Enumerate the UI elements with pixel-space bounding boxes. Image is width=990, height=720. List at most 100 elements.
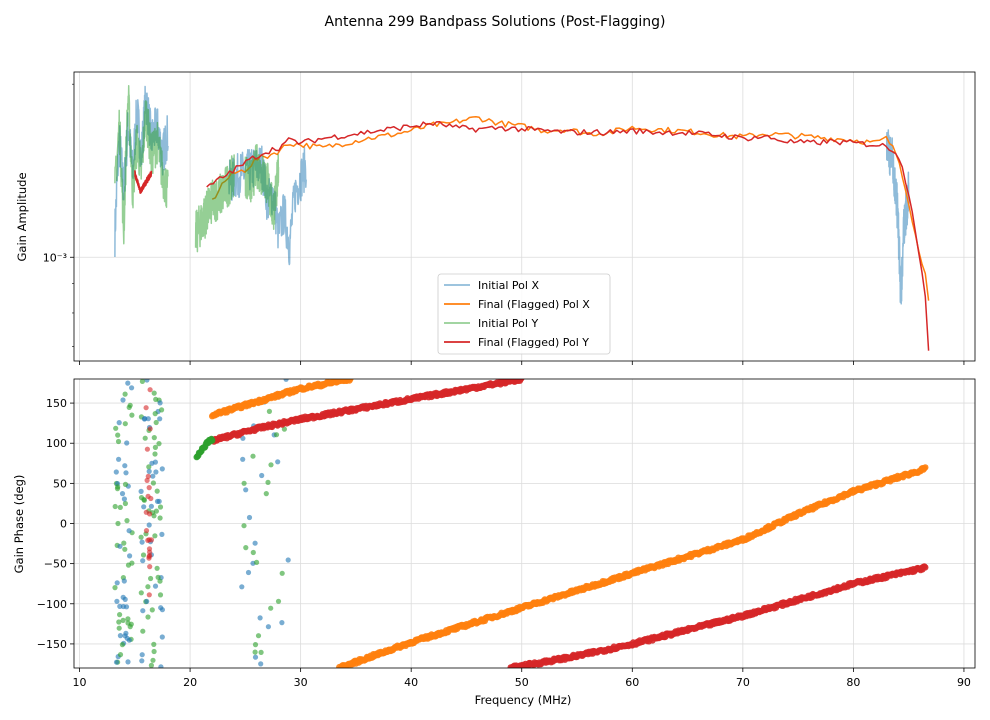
phase-point: [250, 549, 256, 556]
phase-point: [115, 520, 121, 527]
amplitude-panel: Gain Amplitude 10⁻³ Initial Pol X Final (F…: [15, 71, 976, 365]
phase-point: [113, 425, 119, 431]
phase-point: [144, 477, 150, 483]
phase-point: [265, 479, 271, 485]
phase-point: [154, 488, 160, 494]
amplitude-line-segment: [134, 170, 153, 194]
phase-point: [117, 603, 123, 610]
legend-entry: Final (Flagged) Pol Y: [478, 336, 589, 349]
phase-point: [148, 575, 154, 582]
phase-ytick-label: 50: [53, 477, 67, 490]
phase-point: [143, 405, 149, 411]
phase-point: [141, 416, 147, 422]
phase-point: [122, 481, 129, 487]
phase-point: [922, 564, 929, 571]
phase-point: [155, 574, 161, 580]
phase-point: [148, 662, 154, 668]
phase-point: [146, 485, 152, 491]
phase-point: [121, 578, 127, 584]
phase-point: [146, 522, 152, 528]
phase-point: [145, 614, 151, 620]
amplitude-line-segment: [114, 84, 169, 245]
phase-point: [139, 652, 145, 658]
phase-point: [268, 605, 274, 611]
phase-xtick-label: 40: [404, 676, 418, 689]
phase-point: [117, 652, 124, 658]
phase-point: [119, 642, 125, 648]
phase-point: [139, 539, 145, 545]
phase-point: [150, 473, 156, 479]
phase-point: [157, 578, 163, 584]
phase-point: [151, 648, 157, 655]
amplitude-series-3: [134, 120, 930, 351]
phase-point: [285, 557, 291, 563]
phase-panel: Gain Phase (deg) Frequency (MHz) 10 20 30 4…: [12, 378, 976, 707]
phase-point: [157, 504, 164, 510]
phase-xtick-label: 70: [736, 676, 750, 689]
phase-point: [254, 559, 260, 566]
phase-point: [144, 379, 150, 383]
phase-point: [273, 432, 280, 438]
phase-point: [157, 592, 164, 598]
phase-point: [152, 411, 158, 417]
phase-point: [144, 446, 150, 452]
phase-point: [124, 440, 130, 446]
phase-point: [347, 379, 354, 383]
phase-point: [241, 480, 247, 486]
phase-point: [150, 657, 156, 663]
phase-point: [123, 604, 130, 610]
phase-point: [116, 625, 122, 631]
phase-point: [122, 546, 128, 552]
phase-point: [157, 515, 163, 521]
legend-entry: Final (Flagged) Pol X: [478, 298, 590, 311]
phase-point: [121, 496, 127, 502]
phase-point: [151, 390, 157, 396]
phase-point: [257, 615, 263, 621]
legend: Initial Pol X Final (Flagged) Pol X Initia…: [437, 273, 611, 355]
phase-xtick-label: 60: [625, 676, 639, 689]
phase-point: [159, 407, 165, 413]
phase-point: [125, 380, 131, 386]
phase-point: [141, 496, 147, 503]
phase-point: [140, 558, 146, 564]
phase-point: [143, 509, 149, 515]
phase-point: [159, 531, 165, 538]
phase-point: [120, 617, 126, 624]
phase-point: [144, 598, 150, 605]
phase-point: [153, 419, 159, 426]
phase-point: [518, 379, 525, 381]
phase-point: [240, 456, 246, 462]
phase-point: [138, 534, 144, 540]
amplitude-gridlines: [74, 72, 975, 361]
phase-point: [243, 487, 249, 493]
phase-gridlines: [74, 379, 975, 668]
phase-xtick-label: 20: [183, 676, 197, 689]
phase-point: [139, 658, 145, 664]
phase-point: [265, 624, 271, 630]
phase-point: [279, 620, 285, 626]
phase-point: [152, 583, 159, 589]
phase-point: [119, 491, 126, 497]
phase-point: [122, 596, 128, 603]
phase-point: [151, 513, 157, 519]
phase-point: [281, 426, 287, 432]
phase-point: [146, 468, 152, 474]
phase-point: [263, 491, 269, 497]
phase-xtick-label: 90: [957, 676, 971, 689]
phase-point: [255, 633, 262, 639]
phase-point: [922, 464, 929, 471]
phase-ytick-label: −100: [37, 598, 67, 611]
phase-xtick-label: 50: [515, 676, 529, 689]
phase-point: [259, 472, 265, 479]
phase-point: [151, 435, 157, 441]
phase-point: [116, 420, 122, 426]
phase-point: [240, 435, 246, 441]
phase-point: [112, 585, 118, 591]
phase-xtick-label: 30: [294, 676, 308, 689]
phase-point: [114, 580, 120, 586]
phase-point: [126, 528, 132, 534]
phase-point: [152, 451, 158, 457]
phase-point: [146, 592, 152, 598]
phase-point: [157, 416, 163, 422]
